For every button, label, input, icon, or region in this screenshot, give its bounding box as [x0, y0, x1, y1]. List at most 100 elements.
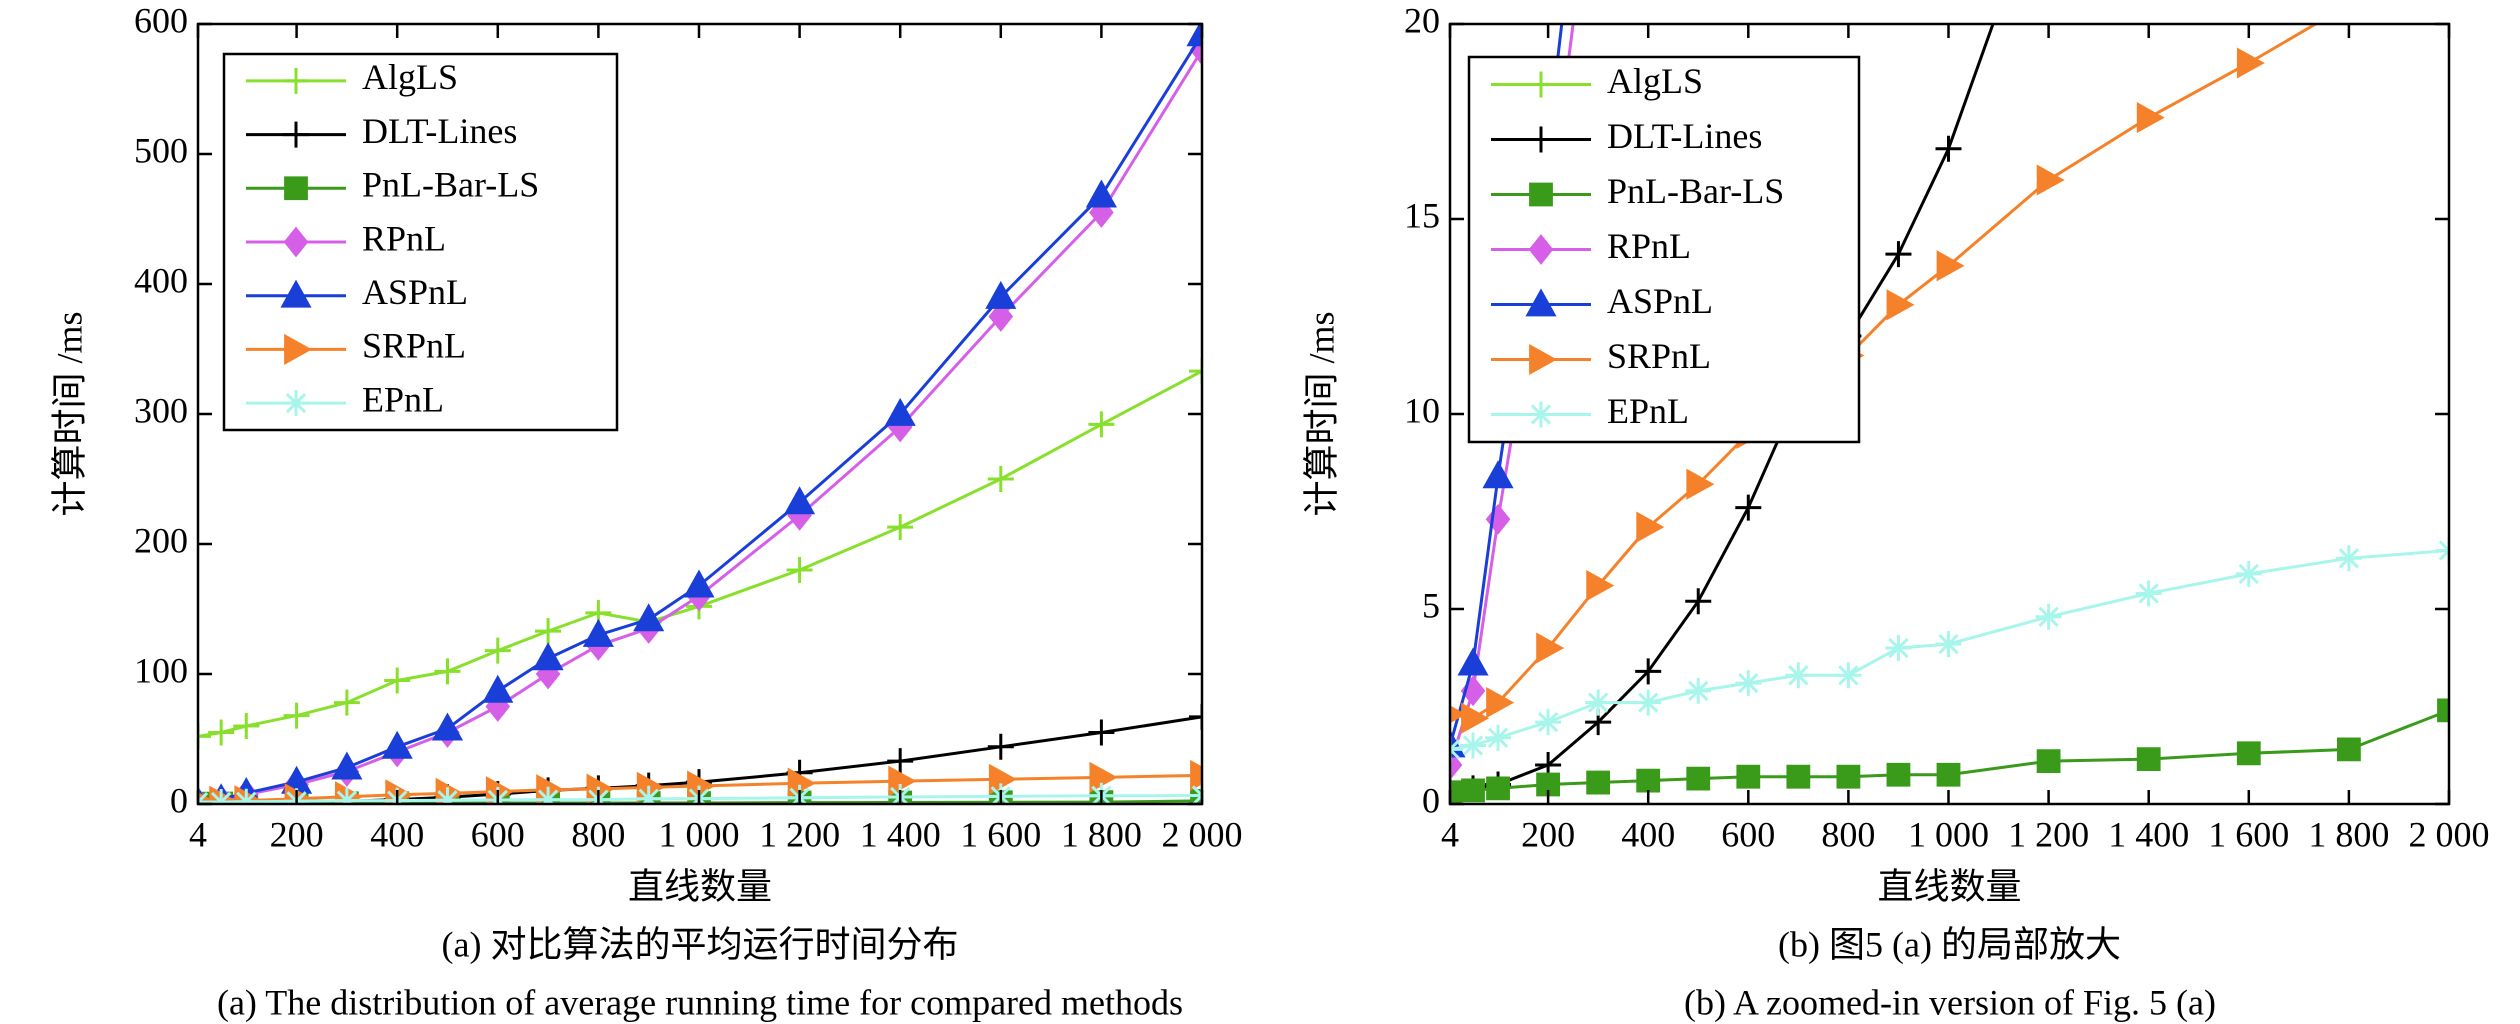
- legend-marker: [284, 333, 313, 365]
- data-point: [1785, 662, 1812, 689]
- data-point: [1936, 250, 1965, 282]
- data-point: [333, 689, 360, 716]
- data-point: [784, 486, 816, 515]
- y-tick-label: 500: [134, 130, 188, 170]
- data-point: [233, 713, 260, 739]
- legend-marker: [1525, 288, 1557, 317]
- legend-marker: [280, 279, 312, 308]
- x-tick-label: 1 200: [2008, 814, 2089, 854]
- data-point: [1735, 494, 1762, 521]
- x-tick-label: 1 800: [2308, 814, 2389, 854]
- data-point: [208, 719, 235, 746]
- data-point: [283, 702, 310, 729]
- x-axis-label: 直线数量: [1877, 866, 2021, 906]
- x-tick-label: 1 400: [860, 814, 941, 854]
- data-point: [1190, 759, 1202, 791]
- x-tick-label: 1 000: [1908, 814, 1989, 854]
- x-tick-label: 400: [1621, 814, 1675, 854]
- data-point: [381, 730, 413, 759]
- data-point: [384, 667, 411, 694]
- data-point: [198, 723, 211, 750]
- data-point: [482, 674, 514, 703]
- data-point: [1685, 677, 1712, 704]
- x-tick-label: 800: [571, 814, 625, 854]
- data-point: [535, 786, 562, 804]
- x-tick-label: 1 800: [1061, 814, 1142, 854]
- y-tick-label: 5: [1422, 585, 1440, 625]
- data-point: [1635, 658, 1662, 685]
- data-point: [208, 789, 235, 804]
- x-tick-label: 1 200: [759, 814, 840, 854]
- data-point: [1636, 511, 1665, 543]
- data-point: [1686, 766, 1711, 791]
- data-point: [985, 280, 1017, 309]
- data-point: [1885, 635, 1912, 661]
- data-point: [1457, 647, 1489, 676]
- data-point: [1482, 460, 1514, 489]
- legend-marker: [283, 390, 309, 417]
- data-point: [988, 301, 1014, 332]
- y-tick-label: 0: [170, 780, 188, 820]
- legend-label: AlgLS: [362, 57, 458, 97]
- legend-marker: [1528, 126, 1554, 153]
- data-point: [1685, 588, 1712, 615]
- data-point: [331, 751, 363, 780]
- legend-label: PnL-Bar-LS: [362, 165, 539, 205]
- legend-label: EPnL: [362, 379, 444, 419]
- legend-label: EPnL: [1607, 391, 1689, 431]
- data-point: [434, 658, 461, 685]
- data-point: [431, 712, 464, 741]
- y-axis-label: 计算时间 /ms: [1301, 311, 1341, 516]
- data-point: [1686, 468, 1715, 500]
- x-tick-label: 600: [1721, 814, 1775, 854]
- legend-marker: [1528, 401, 1554, 428]
- data-point: [1189, 358, 1202, 385]
- legend-label: ASPnL: [362, 272, 468, 312]
- data-point: [683, 569, 715, 598]
- data-point: [633, 603, 665, 632]
- x-tick-label: 800: [1821, 814, 1875, 854]
- data-point: [2335, 545, 2362, 572]
- data-point: [2036, 749, 2061, 773]
- y-tick-label: 20: [1404, 0, 1440, 40]
- data-point: [1635, 689, 1662, 716]
- y-tick-label: 300: [134, 390, 188, 430]
- data-point: [1836, 764, 1861, 789]
- data-point: [2135, 580, 2162, 607]
- data-point: [1460, 732, 1487, 759]
- x-tick-label: 1 000: [658, 814, 739, 854]
- data-point: [2136, 747, 2161, 772]
- x-axis-label: 直线数量: [628, 866, 772, 906]
- y-tick-label: 200: [134, 520, 188, 560]
- x-tick-label: 600: [471, 814, 525, 854]
- data-point: [887, 514, 914, 541]
- data-point: [484, 637, 511, 664]
- x-tick-label: 200: [270, 814, 324, 854]
- data-point: [1461, 702, 1490, 734]
- data-point: [535, 618, 562, 645]
- data-point: [582, 618, 614, 647]
- y-tick-label: 600: [134, 0, 188, 40]
- data-point: [1586, 570, 1615, 602]
- legend-marker: [1528, 71, 1554, 98]
- x-tick-label: 200: [1521, 814, 1575, 854]
- data-point: [1586, 770, 1611, 795]
- data-point: [1935, 631, 1962, 658]
- data-point: [1735, 670, 1762, 697]
- data-point: [1485, 724, 1512, 751]
- data-point: [1088, 411, 1115, 438]
- data-point: [1886, 289, 1915, 321]
- data-point: [1450, 780, 1462, 804]
- x-tick-label: 2 000: [2409, 814, 2490, 854]
- data-point: [1450, 749, 1463, 781]
- x-tick-label: 1 400: [2108, 814, 2189, 854]
- x-tick-label: 4: [189, 814, 207, 854]
- data-point: [786, 557, 813, 583]
- data-point: [635, 785, 662, 804]
- data-point: [2035, 603, 2062, 630]
- data-point: [1736, 764, 1761, 789]
- data-point: [2036, 164, 2065, 196]
- data-point: [887, 748, 914, 775]
- y-tick-label: 10: [1404, 390, 1440, 430]
- data-point: [1936, 762, 1961, 787]
